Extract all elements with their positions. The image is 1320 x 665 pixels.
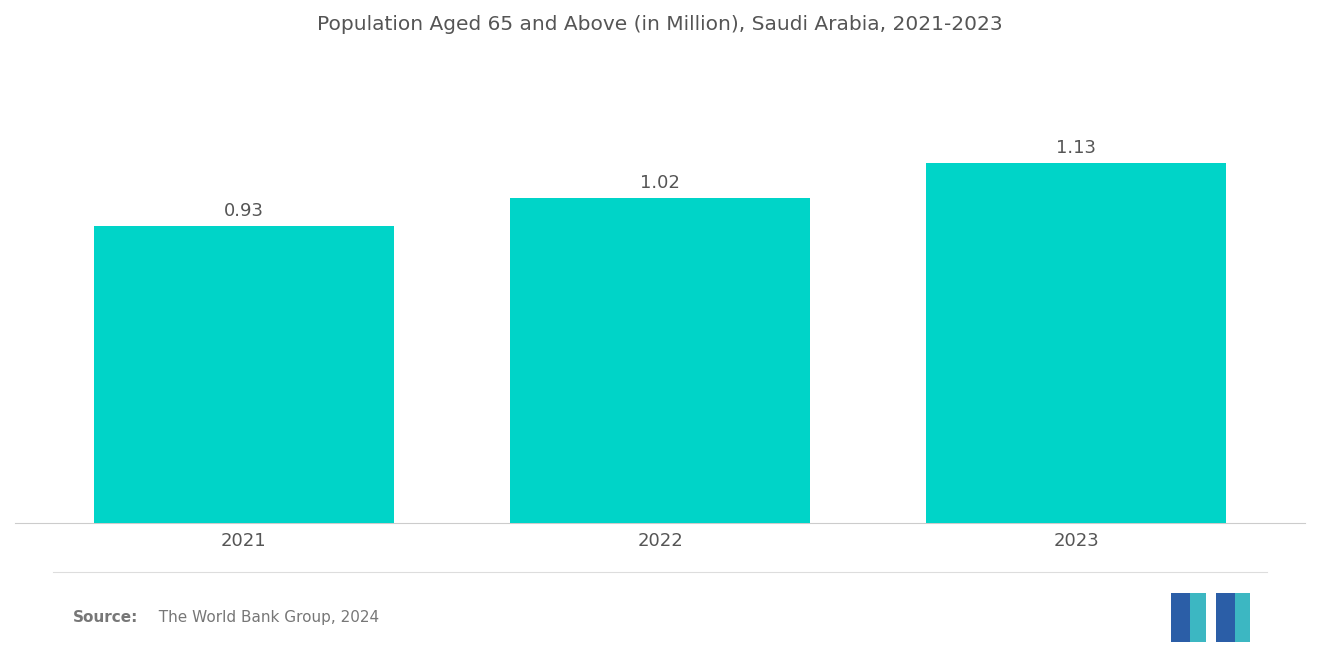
- Polygon shape: [1191, 593, 1206, 642]
- Text: 0.93: 0.93: [224, 203, 264, 221]
- Polygon shape: [1171, 593, 1206, 642]
- Polygon shape: [1234, 593, 1250, 642]
- Bar: [94, 226, 393, 523]
- Bar: [511, 198, 809, 523]
- Text: Source:: Source:: [73, 610, 139, 625]
- Bar: [927, 162, 1226, 523]
- Text: 1.02: 1.02: [640, 174, 680, 192]
- Title: Population Aged 65 and Above (in Million), Saudi Arabia, 2021-2023: Population Aged 65 and Above (in Million…: [317, 15, 1003, 34]
- Polygon shape: [1216, 593, 1250, 642]
- Text: 1.13: 1.13: [1056, 139, 1096, 157]
- Text: The World Bank Group, 2024: The World Bank Group, 2024: [149, 610, 379, 625]
